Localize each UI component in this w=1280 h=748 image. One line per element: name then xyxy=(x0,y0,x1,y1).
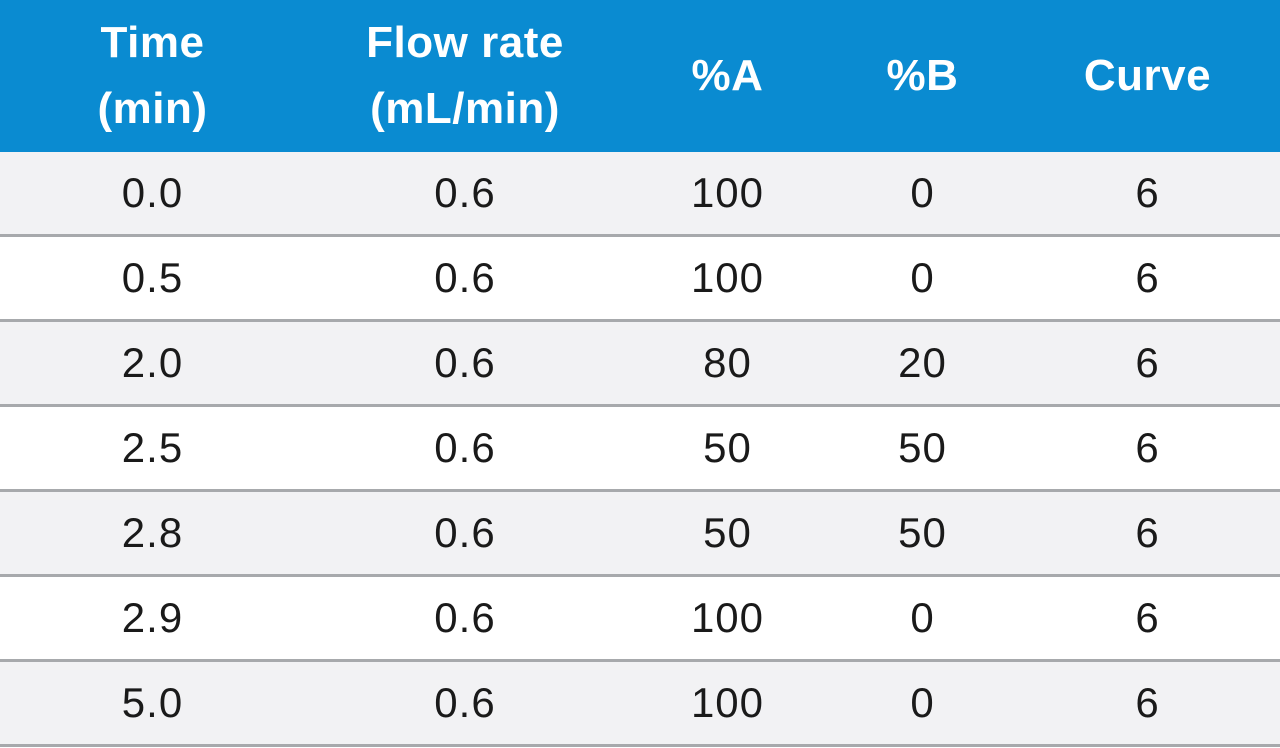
cell-time: 2.0 xyxy=(0,320,305,407)
header-flow-rate-unit: (mL/min) xyxy=(370,84,560,133)
header-time-label: Time xyxy=(100,18,205,67)
cell-time: 0.5 xyxy=(0,235,305,322)
table-body: 0.0 0.6 100 0 6 0.5 0.6 100 0 6 2.0 0.6 … xyxy=(0,152,1280,747)
cell-percent-b: 0 xyxy=(830,235,1015,322)
cell-percent-a: 80 xyxy=(625,320,830,407)
cell-curve: 6 xyxy=(1015,152,1280,237)
table-row: 2.8 0.6 50 50 6 xyxy=(0,490,1280,577)
table-header: Time (min) Flow rate (mL/min) %A %B Curv… xyxy=(0,0,1280,152)
cell-curve: 6 xyxy=(1015,320,1280,407)
cell-percent-b: 50 xyxy=(830,490,1015,577)
cell-flow-rate: 0.6 xyxy=(305,405,625,492)
header-percent-a: %A xyxy=(625,0,830,152)
cell-time: 2.8 xyxy=(0,490,305,577)
cell-percent-b: 50 xyxy=(830,405,1015,492)
cell-percent-b: 0 xyxy=(830,575,1015,662)
header-percent-b: %B xyxy=(830,0,1015,152)
cell-percent-b: 20 xyxy=(830,320,1015,407)
cell-percent-a: 50 xyxy=(625,490,830,577)
cell-curve: 6 xyxy=(1015,575,1280,662)
table-row: 0.0 0.6 100 0 6 xyxy=(0,152,1280,237)
cell-flow-rate: 0.6 xyxy=(305,235,625,322)
cell-flow-rate: 0.6 xyxy=(305,320,625,407)
cell-percent-a: 100 xyxy=(625,575,830,662)
table-row: 2.9 0.6 100 0 6 xyxy=(0,575,1280,662)
cell-time: 5.0 xyxy=(0,660,305,747)
cell-time: 0.0 xyxy=(0,152,305,237)
header-flow-rate: Flow rate (mL/min) xyxy=(305,0,625,152)
cell-percent-a: 50 xyxy=(625,405,830,492)
cell-time: 2.9 xyxy=(0,575,305,662)
cell-curve: 6 xyxy=(1015,235,1280,322)
table-row: 5.0 0.6 100 0 6 xyxy=(0,660,1280,747)
cell-percent-a: 100 xyxy=(625,152,830,237)
cell-flow-rate: 0.6 xyxy=(305,152,625,237)
cell-percent-b: 0 xyxy=(830,660,1015,747)
cell-curve: 6 xyxy=(1015,405,1280,492)
cell-percent-a: 100 xyxy=(625,660,830,747)
cell-flow-rate: 0.6 xyxy=(305,660,625,747)
cell-time: 2.5 xyxy=(0,405,305,492)
header-time-unit: (min) xyxy=(97,84,208,133)
table-row: 2.5 0.6 50 50 6 xyxy=(0,405,1280,492)
cell-percent-b: 0 xyxy=(830,152,1015,237)
cell-percent-a: 100 xyxy=(625,235,830,322)
header-curve: Curve xyxy=(1015,0,1280,152)
header-row: Time (min) Flow rate (mL/min) %A %B Curv… xyxy=(0,0,1280,152)
cell-flow-rate: 0.6 xyxy=(305,490,625,577)
table-row: 2.0 0.6 80 20 6 xyxy=(0,320,1280,407)
cell-curve: 6 xyxy=(1015,490,1280,577)
header-time: Time (min) xyxy=(0,0,305,152)
table-row: 0.5 0.6 100 0 6 xyxy=(0,235,1280,322)
cell-flow-rate: 0.6 xyxy=(305,575,625,662)
header-flow-rate-label: Flow rate xyxy=(366,18,564,67)
cell-curve: 6 xyxy=(1015,660,1280,747)
